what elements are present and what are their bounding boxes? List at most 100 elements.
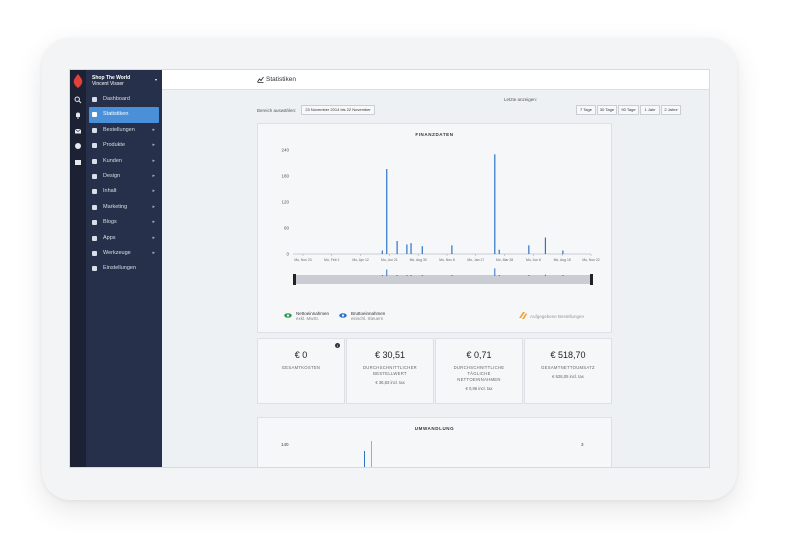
revenue-bar	[410, 243, 412, 254]
x-tick-label: Mo, Nov 23	[294, 258, 311, 262]
sidebar-nav: Dashboard Statistiken Bestellungen ▸ Produkt…	[89, 92, 159, 277]
inhalt-icon	[92, 189, 97, 195]
sidebar-item-blogs[interactable]: Blogs ▸	[89, 215, 159, 230]
sidebar-item-einstellungen[interactable]: Einstellungen	[89, 261, 159, 276]
sidebar-item-marketing[interactable]: Marketing ▸	[89, 200, 159, 215]
period-button-7-days[interactable]: 7 Tage	[576, 105, 596, 115]
kpi-value: € 0	[294, 350, 308, 360]
navigator-bar	[381, 275, 383, 276]
chevron-down-icon[interactable]: ▾	[154, 77, 157, 82]
kpi-value: € 30,51	[374, 350, 406, 360]
revenue-bar	[451, 245, 453, 254]
sidebar-item-dashboard[interactable]: Dashboard	[89, 92, 159, 107]
range-handle-right	[590, 274, 593, 285]
date-range-picker[interactable]: 23 November 2014 bis 22 November	[301, 105, 375, 115]
kpi-total-net-sales: € 518,70 GESAMTNETTOUMSATZ € 626,05 incl…	[524, 338, 612, 404]
sidebar-item-werkzeuge[interactable]: Werkzeuge ▸	[89, 246, 159, 261]
page-title: Statistiken	[266, 76, 296, 83]
chevron-right-icon: ▸	[152, 203, 155, 210]
kpi-sub: € 36,83 incl. tax	[375, 380, 405, 385]
legend-net-sub: exkl. MwSt.	[296, 316, 320, 321]
navigator-bar	[494, 268, 496, 276]
chevron-right-icon: ▸	[152, 219, 155, 226]
finance-chart: 0 60 120 180 240 Mo, Nov 23 Mo, Feb 1 Mo, Apr 1…	[281, 148, 600, 285]
bestellungen-icon	[92, 127, 97, 133]
sidebar: Shop The World Vincent Visser ▾ Dashboar…	[86, 70, 162, 467]
produkte-icon	[92, 143, 97, 149]
revenue-bar	[562, 250, 564, 254]
eye-icon	[284, 313, 292, 318]
marketing-icon	[92, 204, 97, 210]
x-tick-label: Mo, Jun 6	[526, 258, 541, 262]
navigator-bar	[386, 269, 388, 276]
last-period-label: Letzte anzeigen:	[504, 97, 538, 102]
sidebar-item-design[interactable]: Design ▸	[89, 169, 159, 184]
kpi-average-order-value: € 30,51 DURCHSCHNITTLICHER BESTELLWERT €…	[346, 338, 434, 404]
x-tick-label: Mo, Jan 17	[467, 258, 484, 262]
revenue-bar	[396, 241, 398, 254]
bell-icon[interactable]	[73, 111, 83, 121]
sidebar-item-kunden[interactable]: Kunden ▸	[89, 154, 159, 169]
kpi-value: € 0,71	[466, 350, 492, 360]
search-icon[interactable]	[73, 96, 83, 106]
navigator-bar	[396, 275, 398, 276]
help-icon[interactable]	[73, 142, 83, 152]
period-button-90-days[interactable]: 90 Tage	[618, 105, 639, 115]
navigator-bar	[528, 275, 530, 276]
x-tick-label: Mo, Apr 12	[352, 258, 369, 262]
finance-chart-title: FINANZDATEN	[415, 132, 454, 137]
info-icon[interactable]: i	[335, 343, 340, 348]
chevron-right-icon: ▸	[152, 157, 155, 164]
shop-switcher[interactable]: Shop The World Vincent Visser	[92, 75, 130, 87]
y-tick-label: 60	[284, 226, 290, 231]
x-tick-label: Mo, Mar 28	[496, 258, 513, 262]
sidebar-item-apps[interactable]: Apps ▸	[89, 231, 159, 246]
revenue-bar	[406, 244, 408, 254]
werkzeuge-icon	[92, 250, 97, 256]
sidebar-item-inhalt[interactable]: Inhalt ▸	[89, 184, 159, 199]
navigator-bar	[562, 275, 564, 276]
sidebar-item-label: Dashboard	[103, 96, 130, 102]
period-button-1-year[interactable]: 1 Jahr	[640, 105, 660, 115]
kpi-label: GESAMTNETTOUMSATZ	[541, 365, 595, 370]
legend-orders-label: Aufgegebene Bestellungen	[530, 314, 585, 319]
sidebar-item-label: Statistiken	[103, 111, 129, 118]
x-tick-label: Mo, Aug 15	[554, 258, 571, 262]
design-icon	[92, 173, 97, 179]
legend-gross-label: Bruttoeinnahmen	[351, 311, 386, 316]
kpi-sub: € 0,86 incl. tax	[465, 386, 493, 391]
x-tick-label: Mo, Aug 30	[410, 258, 427, 262]
navigator-bar	[544, 274, 546, 276]
conversion-bar-visits	[364, 451, 366, 467]
chevron-right-icon: ▸	[152, 234, 155, 241]
apps-icon	[92, 235, 97, 241]
sidebar-item-label: Kunden	[103, 157, 122, 164]
conversion-ytick-left: 140	[281, 442, 289, 447]
store-icon[interactable]	[73, 158, 83, 168]
conversion-bar-orders	[371, 441, 373, 467]
kpi-total-costs: i € 0 GESAMTKOSTEN	[257, 338, 345, 404]
legend-gross-sub: einschl. Steuern	[351, 316, 384, 321]
sidebar-item-label: Blogs	[103, 219, 117, 226]
einstellungen-icon	[92, 266, 97, 272]
period-button-30-days[interactable]: 30 Tage	[597, 105, 617, 115]
kpi-sub: € 626,05 incl. tax	[552, 374, 584, 379]
sidebar-item-produkte[interactable]: Produkte ▸	[89, 138, 159, 153]
sidebar-item-label: Produkte	[103, 142, 126, 149]
sidebar-item-label: Marketing	[103, 203, 128, 210]
x-tick-label: Mo, Nov 8	[439, 258, 455, 262]
top-bar: Statistiken	[162, 70, 709, 90]
revenue-bar	[421, 246, 423, 254]
sidebar-item-bestellungen[interactable]: Bestellungen ▸	[89, 123, 159, 138]
kpi-label: DURCHSCHNITTLICHER BESTELLWERT	[362, 365, 418, 376]
range-navigator	[295, 275, 591, 284]
period-button-2-years[interactable]: 2 Jahre	[661, 105, 681, 115]
sidebar-item-label: Inhalt	[103, 188, 117, 195]
chevron-right-icon: ▸	[152, 249, 155, 256]
navigator-bar	[410, 275, 412, 276]
revenue-bar	[544, 237, 547, 254]
sidebar-item-statistiken[interactable]: Statistiken	[89, 107, 159, 123]
sidebar-item-label: Werkzeuge	[103, 249, 131, 256]
eye-icon	[339, 313, 347, 318]
mail-icon[interactable]	[73, 127, 83, 137]
